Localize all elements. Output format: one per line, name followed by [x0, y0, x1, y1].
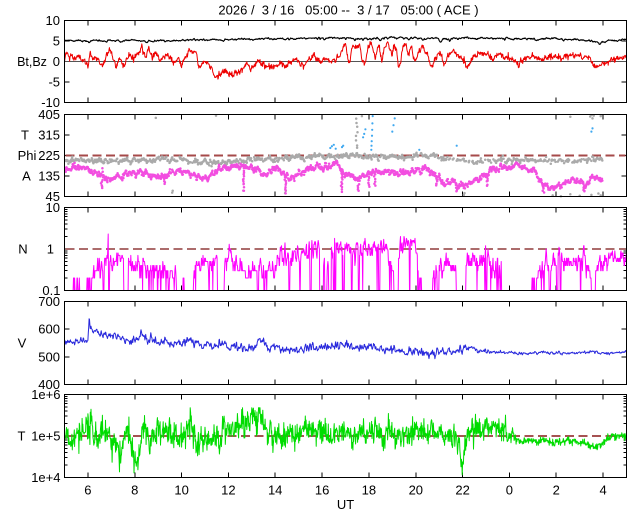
svg-text:225: 225 [38, 148, 60, 163]
svg-text:135: 135 [38, 169, 60, 184]
svg-text:2026 / 3 / 16 05:00 -- 3 /: 2026 / 3 / 16 05:00 -- 3 / 17 05:00 ( AC… [218, 3, 478, 18]
svg-text:2: 2 [553, 483, 560, 498]
svg-text:A: A [22, 169, 31, 184]
svg-text:10: 10 [46, 200, 60, 215]
svg-text:400: 400 [38, 377, 60, 392]
svg-text:1e+5: 1e+5 [31, 429, 60, 444]
svg-text:T: T [18, 429, 26, 444]
svg-text:6: 6 [84, 483, 91, 498]
svg-text:UT: UT [337, 497, 354, 512]
svg-text:10: 10 [46, 13, 60, 28]
svg-text:Phi: Phi [18, 148, 37, 163]
svg-text:500: 500 [38, 349, 60, 364]
svg-text:405: 405 [38, 107, 60, 122]
svg-text:1e+6: 1e+6 [31, 387, 60, 402]
svg-text:N: N [18, 242, 27, 257]
svg-text:1e+4: 1e+4 [31, 470, 60, 485]
svg-text:8: 8 [131, 483, 138, 498]
svg-text:18: 18 [362, 483, 376, 498]
svg-text:600: 600 [38, 322, 60, 337]
svg-text:16: 16 [315, 483, 329, 498]
svg-text:20: 20 [409, 483, 423, 498]
svg-text:0: 0 [53, 54, 60, 69]
svg-text:1: 1 [47, 242, 54, 257]
svg-text:5: 5 [53, 34, 60, 49]
svg-text:0.1: 0.1 [42, 283, 60, 298]
svg-text:-5: -5 [48, 75, 60, 90]
svg-text:T: T [21, 128, 29, 143]
svg-text:22: 22 [455, 483, 469, 498]
svg-text:4: 4 [599, 483, 606, 498]
svg-text:45: 45 [46, 189, 60, 204]
svg-text:14: 14 [268, 483, 282, 498]
svg-text:Bt,Bz: Bt,Bz [17, 55, 47, 69]
svg-text:V: V [18, 336, 27, 351]
svg-text:-10: -10 [41, 95, 60, 110]
svg-text:0: 0 [506, 483, 513, 498]
svg-text:10: 10 [174, 483, 188, 498]
svg-text:700: 700 [38, 294, 60, 309]
svg-text:315: 315 [38, 128, 60, 143]
svg-text:12: 12 [221, 483, 235, 498]
